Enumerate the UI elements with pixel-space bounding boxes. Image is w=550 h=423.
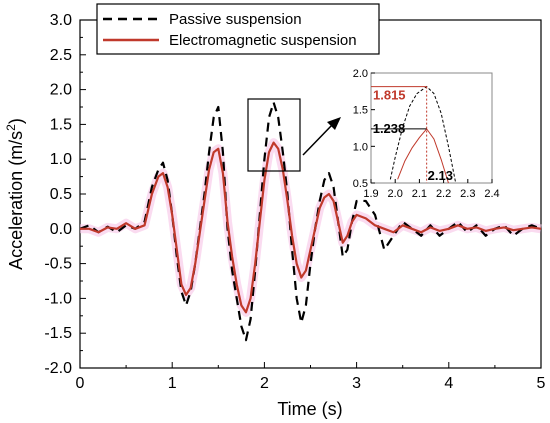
inset-annotations: 1.815 1.238 2.13 [371,86,453,183]
inset-series [389,85,457,184]
x-tick-label: 3 [352,375,361,392]
legend-box [96,3,380,55]
electro-peak-label: 1.238 [373,121,406,136]
x-tick-label: 2 [260,375,269,392]
y-tick-label: -1.0 [44,290,72,307]
inset-plot: 0.5 1.0 1.5 2.0 1.9 2.0 2.1 2.2 2.3 2.4 1.815 1.23… [353,68,500,200]
y-axis-ticks: -2.0 -1.5 -1.0 -0.5 0.0 0.5 1.0 1.5 2.0 2.5 3.0 [44,12,86,377]
inset-x-tick-label: 2.3 [460,188,475,200]
peak-time-label: 2.13 [428,168,453,183]
main-plot: -2.0 -1.5 -1.0 -0.5 0.0 0.5 1.0 1.5 2.0 2.5 3.0 0 1… [44,12,545,392]
legend: Passive suspension Electromagnetic suspe… [96,3,380,55]
inset-electromagnetic-line [397,128,449,184]
zoom-box [247,98,301,172]
inset-ticks: 0.5 1.0 1.5 2.0 1.9 2.0 2.1 2.2 2.3 2.4 [353,68,500,200]
y-axis-title-sup: 2 [4,124,18,131]
inset-frame [370,72,493,184]
y-axis-title-close: ) [6,118,26,124]
zoom-arrow-line [302,123,334,156]
series-group [79,101,542,342]
y-tick-label: 1.5 [50,116,72,133]
y-axis-title: Acceleration (m/s2) [4,118,26,270]
inset-y-tick-label: 1.0 [353,141,368,153]
y-tick-label: 1.0 [50,151,72,168]
inset-y-tick-label: 0.5 [353,178,368,190]
electromagnetic-suspension-line [80,141,542,314]
y-tick-label: 0.0 [50,221,72,238]
passive-peak-label: 1.815 [373,88,406,103]
y-tick-label: -0.5 [44,256,72,273]
y-axis-title-main: Acceleration (m/s [6,131,26,270]
x-axis-title: Time (s) [277,399,342,419]
inset-x-tick-label: 2.1 [412,188,427,200]
passive-suspension-line [79,101,542,342]
y-tick-label: -1.5 [44,325,72,342]
y-tick-label: 2.5 [50,47,72,64]
y-tick-label: 0.5 [50,186,72,203]
legend-label-passive: Passive suspension [169,11,302,28]
zoom-arrow-head [327,117,341,130]
legend-label-electromagnetic: Electromagnetic suspension [169,32,357,49]
inset-x-tick-label: 2.0 [388,188,403,200]
inset-x-tick-label: 2.4 [484,188,499,200]
y-tick-label: -2.0 [44,360,72,377]
y-tick-label: 2.0 [50,82,72,99]
inset-y-tick-label: 2.0 [353,68,368,80]
y-tick-label: 3.0 [50,12,72,29]
inset-passive-line [389,85,457,184]
x-tick-label: 4 [444,375,453,392]
x-tick-label: 5 [537,375,546,392]
inset-x-tick-label: 2.2 [436,188,451,200]
inset-x-tick-label: 1.9 [363,188,378,200]
x-tick-label: 0 [76,375,85,392]
inset-y-tick-label: 1.5 [353,105,368,117]
x-axis-ticks: 0 1 2 3 4 5 [76,362,546,392]
x-tick-label: 1 [168,375,177,392]
